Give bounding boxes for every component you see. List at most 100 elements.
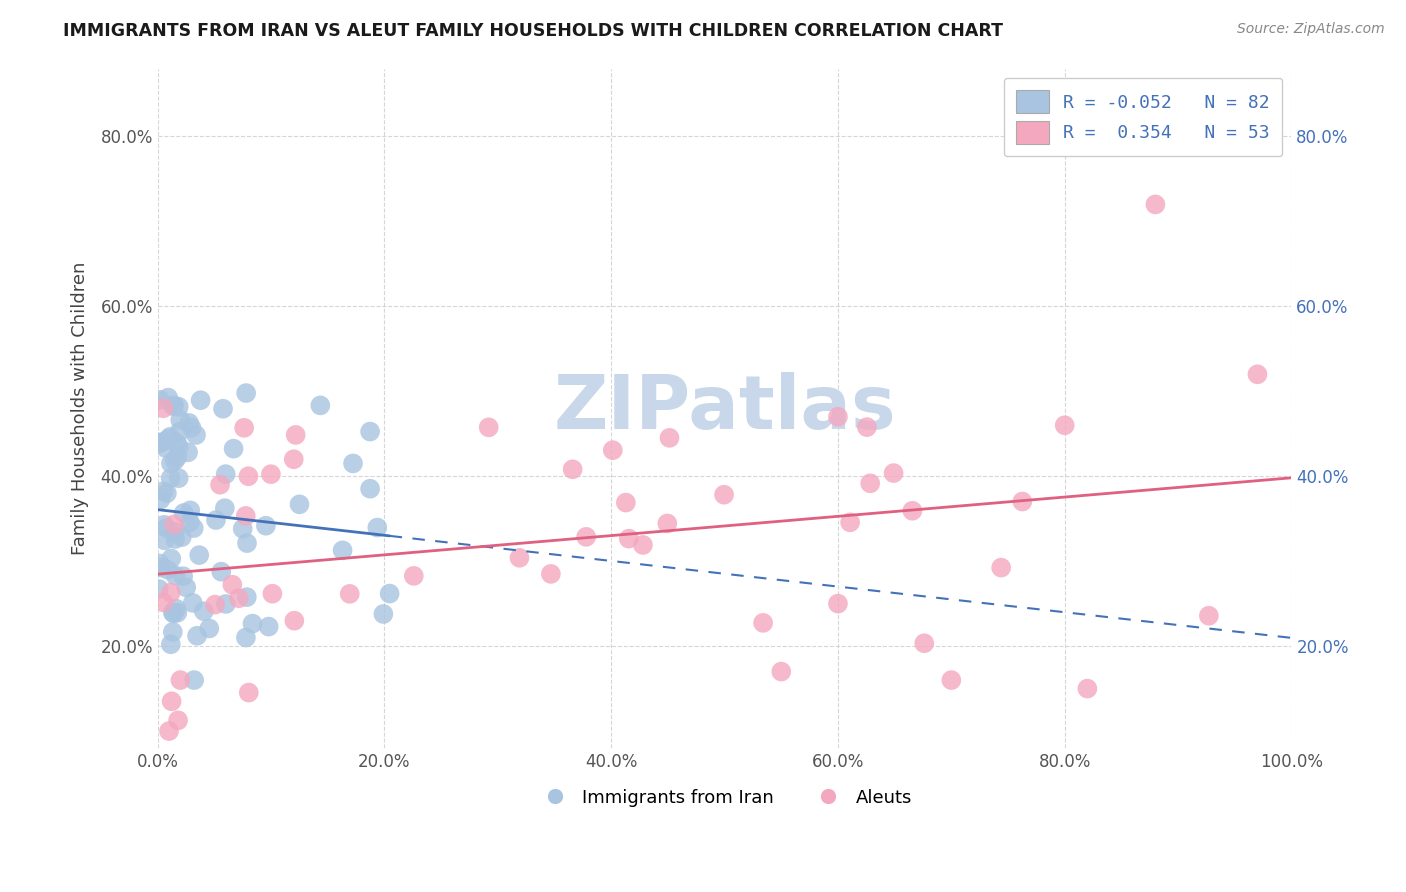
Point xyxy=(149,557,172,571)
Text: Source: ZipAtlas.com: Source: ZipAtlas.com xyxy=(1237,22,1385,37)
Point xyxy=(232,522,254,536)
Point xyxy=(254,518,277,533)
Point xyxy=(183,673,205,687)
Point xyxy=(160,456,183,470)
Point xyxy=(1053,418,1076,433)
Point xyxy=(153,533,176,548)
Point xyxy=(575,530,598,544)
Point xyxy=(148,436,170,450)
Point xyxy=(157,391,180,405)
Point xyxy=(152,484,174,499)
Point xyxy=(236,590,259,604)
Point xyxy=(148,582,170,596)
Point xyxy=(339,587,361,601)
Point xyxy=(190,393,212,408)
Point xyxy=(157,724,180,739)
Point xyxy=(1246,368,1268,382)
Point xyxy=(152,595,174,609)
Point xyxy=(167,714,190,728)
Point xyxy=(342,457,364,471)
Point xyxy=(235,508,257,523)
Point xyxy=(540,566,562,581)
Point xyxy=(166,606,188,620)
Point xyxy=(262,587,284,601)
Point xyxy=(186,629,208,643)
Point xyxy=(166,436,188,450)
Point xyxy=(222,442,245,456)
Point xyxy=(184,428,207,442)
Point xyxy=(373,607,395,621)
Point xyxy=(614,495,637,509)
Point xyxy=(561,462,583,476)
Point xyxy=(1076,681,1098,696)
Point xyxy=(770,665,793,679)
Point xyxy=(149,392,172,407)
Point xyxy=(160,551,183,566)
Point xyxy=(658,431,681,445)
Point xyxy=(215,467,238,482)
Point xyxy=(156,563,179,577)
Point xyxy=(148,436,170,450)
Point xyxy=(153,517,176,532)
Point xyxy=(204,598,226,612)
Point xyxy=(188,548,211,562)
Point xyxy=(883,466,905,480)
Point xyxy=(165,532,187,546)
Point xyxy=(827,409,849,424)
Point xyxy=(238,685,260,699)
Point xyxy=(228,591,250,606)
Point xyxy=(179,503,201,517)
Point xyxy=(235,386,257,401)
Point xyxy=(990,560,1012,574)
Point xyxy=(165,568,187,582)
Point xyxy=(827,597,849,611)
Point xyxy=(260,467,283,482)
Point xyxy=(214,501,236,516)
Point xyxy=(180,421,202,435)
Text: ZIPatlas: ZIPatlas xyxy=(554,372,896,445)
Point xyxy=(181,596,204,610)
Point xyxy=(152,401,174,416)
Point xyxy=(309,398,332,412)
Point xyxy=(162,605,184,619)
Point xyxy=(159,430,181,444)
Point xyxy=(283,614,305,628)
Point xyxy=(169,425,191,439)
Point xyxy=(160,694,183,708)
Point xyxy=(257,619,280,633)
Point xyxy=(238,469,260,483)
Point xyxy=(602,443,624,458)
Point xyxy=(163,453,186,467)
Point xyxy=(233,421,256,435)
Point xyxy=(149,492,172,507)
Point xyxy=(912,636,935,650)
Point xyxy=(378,586,401,600)
Point xyxy=(332,543,354,558)
Point xyxy=(172,569,194,583)
Point xyxy=(288,497,311,511)
Point xyxy=(163,524,186,539)
Point xyxy=(149,560,172,574)
Point xyxy=(212,401,235,416)
Point xyxy=(193,604,215,618)
Point xyxy=(209,565,232,579)
Point xyxy=(941,673,963,687)
Point xyxy=(209,477,232,491)
Point xyxy=(159,637,181,651)
Point xyxy=(478,420,501,434)
Point xyxy=(159,471,181,485)
Point xyxy=(859,476,882,491)
Point xyxy=(1011,494,1033,508)
Point xyxy=(901,504,924,518)
Point xyxy=(236,536,259,550)
Point xyxy=(242,616,264,631)
Point xyxy=(150,435,173,450)
Point xyxy=(165,601,187,615)
Point xyxy=(162,624,184,639)
Point xyxy=(157,432,180,446)
Point xyxy=(167,440,190,454)
Point xyxy=(153,441,176,455)
Point xyxy=(163,517,186,532)
Point xyxy=(205,513,228,527)
Text: IMMIGRANTS FROM IRAN VS ALEUT FAMILY HOUSEHOLDS WITH CHILDREN CORRELATION CHART: IMMIGRANTS FROM IRAN VS ALEUT FAMILY HOU… xyxy=(63,22,1004,40)
